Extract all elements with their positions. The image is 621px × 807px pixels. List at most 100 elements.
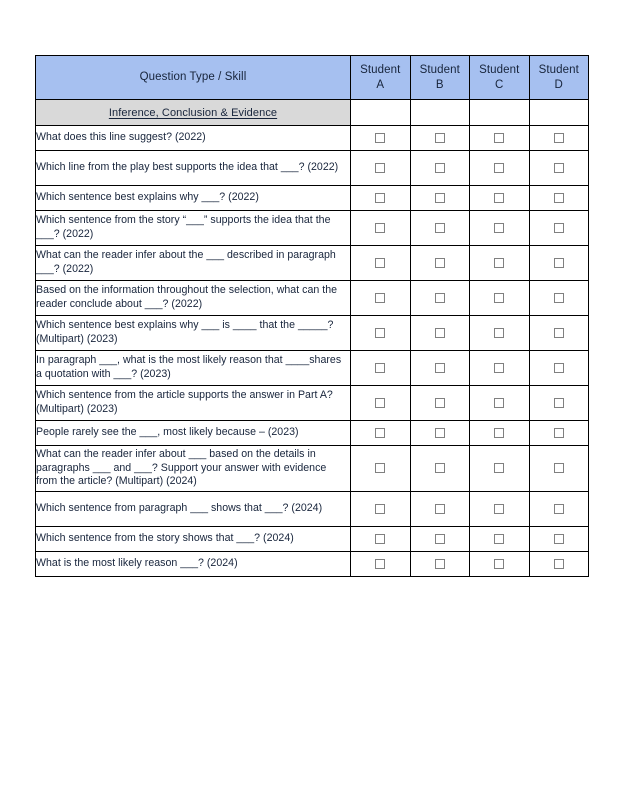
checkbox-icon[interactable] [553, 257, 564, 268]
checkbox-cell-student-c[interactable] [469, 210, 530, 246]
checkbox-cell-student-a[interactable] [350, 350, 411, 386]
checkbox-cell-student-d[interactable] [528, 185, 589, 211]
checkbox-icon[interactable] [375, 192, 386, 203]
checkbox-cell-student-a[interactable] [350, 551, 411, 577]
checkbox-icon[interactable] [434, 222, 445, 233]
checkbox-icon[interactable] [375, 558, 386, 569]
checkbox-cell-student-a[interactable] [350, 150, 411, 186]
checkbox-icon[interactable] [494, 257, 505, 268]
checkbox-cell-student-b[interactable] [409, 210, 470, 246]
checkbox-icon[interactable] [494, 397, 505, 408]
checkbox-cell-student-a[interactable] [350, 385, 411, 421]
checkbox-cell-student-c[interactable] [469, 185, 530, 211]
checkbox-icon[interactable] [494, 503, 505, 514]
checkbox-cell-student-d[interactable] [528, 445, 589, 492]
checkbox-icon[interactable] [375, 397, 386, 408]
checkbox-cell-student-a[interactable] [350, 315, 411, 351]
checkbox-icon[interactable] [434, 558, 445, 569]
checkbox-icon[interactable] [494, 463, 505, 474]
checkbox-cell-student-b[interactable] [409, 420, 470, 446]
checkbox-cell-student-a[interactable] [350, 125, 411, 151]
checkbox-icon[interactable] [434, 397, 445, 408]
checkbox-icon[interactable] [434, 503, 445, 514]
checkbox-cell-student-c[interactable] [469, 420, 530, 446]
checkbox-icon[interactable] [553, 427, 564, 438]
checkbox-cell-student-a[interactable] [350, 245, 411, 281]
checkbox-icon[interactable] [375, 533, 386, 544]
checkbox-icon[interactable] [434, 427, 445, 438]
checkbox-cell-student-a[interactable] [350, 185, 411, 211]
checkbox-cell-student-d[interactable] [528, 245, 589, 281]
checkbox-icon[interactable] [375, 427, 386, 438]
checkbox-icon[interactable] [375, 292, 386, 303]
checkbox-cell-student-d[interactable] [528, 491, 589, 527]
checkbox-icon[interactable] [553, 397, 564, 408]
checkbox-icon[interactable] [375, 362, 386, 373]
checkbox-cell-student-b[interactable] [409, 551, 470, 577]
checkbox-cell-student-d[interactable] [528, 420, 589, 446]
checkbox-cell-student-d[interactable] [528, 350, 589, 386]
checkbox-icon[interactable] [553, 362, 564, 373]
checkbox-icon[interactable] [553, 132, 564, 143]
checkbox-icon[interactable] [434, 192, 445, 203]
checkbox-icon[interactable] [553, 192, 564, 203]
checkbox-cell-student-b[interactable] [409, 315, 470, 351]
checkbox-cell-student-d[interactable] [528, 551, 589, 577]
checkbox-cell-student-a[interactable] [350, 445, 411, 492]
checkbox-cell-student-b[interactable] [409, 385, 470, 421]
checkbox-cell-student-c[interactable] [469, 315, 530, 351]
checkbox-icon[interactable] [375, 132, 386, 143]
checkbox-icon[interactable] [553, 463, 564, 474]
checkbox-cell-student-c[interactable] [469, 125, 530, 151]
checkbox-cell-student-c[interactable] [469, 526, 530, 552]
checkbox-icon[interactable] [553, 533, 564, 544]
checkbox-cell-student-c[interactable] [469, 150, 530, 186]
checkbox-cell-student-b[interactable] [409, 150, 470, 186]
checkbox-cell-student-c[interactable] [469, 491, 530, 527]
checkbox-icon[interactable] [553, 162, 564, 173]
checkbox-cell-student-c[interactable] [469, 350, 530, 386]
checkbox-cell-student-a[interactable] [350, 280, 411, 316]
checkbox-icon[interactable] [494, 132, 505, 143]
checkbox-cell-student-b[interactable] [409, 125, 470, 151]
checkbox-icon[interactable] [553, 503, 564, 514]
checkbox-cell-student-d[interactable] [528, 385, 589, 421]
checkbox-icon[interactable] [434, 362, 445, 373]
checkbox-cell-student-d[interactable] [528, 150, 589, 186]
checkbox-icon[interactable] [553, 327, 564, 338]
checkbox-icon[interactable] [494, 292, 505, 303]
checkbox-icon[interactable] [375, 327, 386, 338]
checkbox-cell-student-c[interactable] [469, 445, 530, 492]
checkbox-icon[interactable] [434, 162, 445, 173]
checkbox-cell-student-b[interactable] [409, 185, 470, 211]
checkbox-icon[interactable] [494, 222, 505, 233]
checkbox-cell-student-a[interactable] [350, 491, 411, 527]
checkbox-cell-student-c[interactable] [469, 245, 530, 281]
checkbox-icon[interactable] [434, 533, 445, 544]
checkbox-icon[interactable] [434, 257, 445, 268]
checkbox-icon[interactable] [434, 463, 445, 474]
checkbox-cell-student-a[interactable] [350, 526, 411, 552]
checkbox-cell-student-d[interactable] [528, 210, 589, 246]
checkbox-icon[interactable] [375, 162, 386, 173]
checkbox-icon[interactable] [375, 463, 386, 474]
checkbox-icon[interactable] [434, 132, 445, 143]
checkbox-cell-student-b[interactable] [409, 445, 470, 492]
checkbox-cell-student-d[interactable] [528, 125, 589, 151]
checkbox-cell-student-d[interactable] [528, 280, 589, 316]
checkbox-icon[interactable] [434, 327, 445, 338]
checkbox-icon[interactable] [553, 222, 564, 233]
checkbox-cell-student-d[interactable] [528, 315, 589, 351]
checkbox-icon[interactable] [494, 362, 505, 373]
checkbox-cell-student-b[interactable] [409, 491, 470, 527]
checkbox-cell-student-d[interactable] [528, 526, 589, 552]
checkbox-icon[interactable] [494, 533, 505, 544]
checkbox-cell-student-c[interactable] [469, 385, 530, 421]
checkbox-icon[interactable] [375, 257, 386, 268]
checkbox-cell-student-b[interactable] [409, 245, 470, 281]
checkbox-icon[interactable] [553, 292, 564, 303]
checkbox-icon[interactable] [494, 558, 505, 569]
checkbox-icon[interactable] [494, 427, 505, 438]
checkbox-cell-student-b[interactable] [409, 280, 470, 316]
checkbox-icon[interactable] [434, 292, 445, 303]
